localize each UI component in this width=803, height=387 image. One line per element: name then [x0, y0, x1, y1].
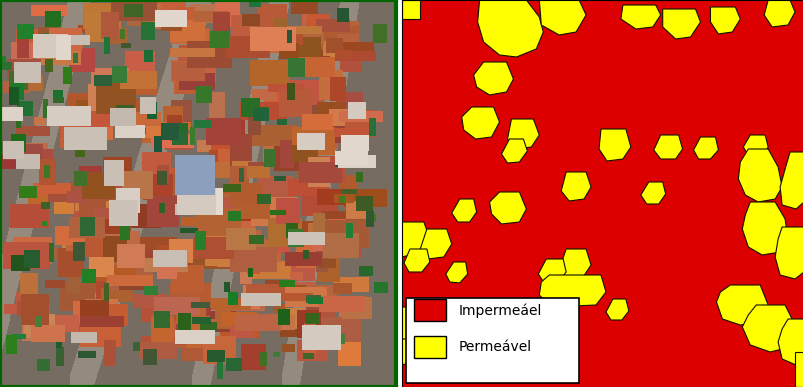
- Text: Permeável: Permeável: [458, 340, 531, 354]
- Polygon shape: [539, 0, 585, 35]
- Polygon shape: [743, 135, 767, 157]
- Polygon shape: [451, 199, 476, 222]
- Polygon shape: [653, 135, 682, 159]
- Polygon shape: [640, 182, 665, 204]
- Polygon shape: [737, 149, 781, 202]
- Polygon shape: [693, 137, 718, 159]
- Polygon shape: [763, 0, 794, 27]
- Polygon shape: [402, 222, 430, 257]
- Polygon shape: [539, 275, 605, 307]
- Polygon shape: [741, 202, 787, 255]
- Polygon shape: [620, 5, 660, 29]
- Polygon shape: [559, 249, 590, 279]
- FancyBboxPatch shape: [406, 298, 578, 383]
- Polygon shape: [774, 227, 803, 279]
- Polygon shape: [777, 319, 803, 365]
- Polygon shape: [501, 139, 527, 163]
- Polygon shape: [779, 152, 803, 209]
- Polygon shape: [477, 0, 543, 57]
- Polygon shape: [402, 0, 419, 19]
- Polygon shape: [402, 339, 419, 365]
- Polygon shape: [662, 9, 699, 39]
- Polygon shape: [403, 249, 430, 272]
- Polygon shape: [445, 262, 467, 283]
- FancyBboxPatch shape: [414, 336, 446, 358]
- Polygon shape: [741, 305, 794, 352]
- Polygon shape: [794, 352, 803, 387]
- Polygon shape: [560, 172, 590, 201]
- Polygon shape: [715, 285, 767, 325]
- Polygon shape: [431, 319, 455, 342]
- Polygon shape: [605, 299, 628, 320]
- Polygon shape: [402, 307, 423, 343]
- Polygon shape: [473, 62, 513, 95]
- Polygon shape: [507, 119, 539, 149]
- Polygon shape: [461, 107, 499, 139]
- Polygon shape: [419, 229, 451, 259]
- Polygon shape: [538, 259, 565, 283]
- Text: Impermeáel: Impermeáel: [458, 303, 541, 318]
- FancyBboxPatch shape: [414, 299, 446, 321]
- Polygon shape: [489, 192, 526, 224]
- Polygon shape: [598, 129, 630, 161]
- Polygon shape: [710, 7, 740, 34]
